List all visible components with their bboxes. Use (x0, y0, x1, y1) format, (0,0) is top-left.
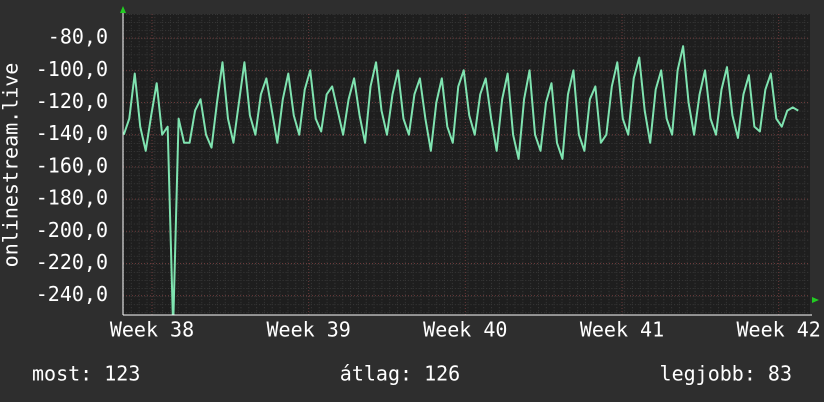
footer-best: legjobb: 83 (660, 362, 792, 386)
y-tick-label: -240,0 (36, 282, 108, 306)
footer-current: most: 123 (32, 362, 140, 386)
x-tick-label: Week 41 (580, 318, 664, 342)
y-tick-label: -160,0 (36, 153, 108, 177)
y-tick-label: -120,0 (36, 89, 108, 113)
x-tick-label: Week 38 (110, 318, 194, 342)
y-arrow (120, 6, 126, 13)
minor-grid (123, 14, 810, 315)
y-tick-label: -180,0 (36, 186, 108, 210)
x-arrow (812, 297, 819, 303)
y-axis-title: onlinestream.live (0, 63, 23, 268)
y-tick-label: -140,0 (36, 121, 108, 145)
y-tick-label: -100,0 (36, 57, 108, 81)
x-tick-label: Week 40 (423, 318, 507, 342)
footer-average: átlag: 126 (340, 362, 460, 386)
y-tick-label: -80,0 (48, 25, 108, 49)
y-tick-label: -220,0 (36, 250, 108, 274)
x-tick-label: Week 42 (737, 318, 821, 342)
y-tick-label: -200,0 (36, 218, 108, 242)
x-tick-label: Week 39 (267, 318, 351, 342)
data-line (123, 45, 799, 315)
